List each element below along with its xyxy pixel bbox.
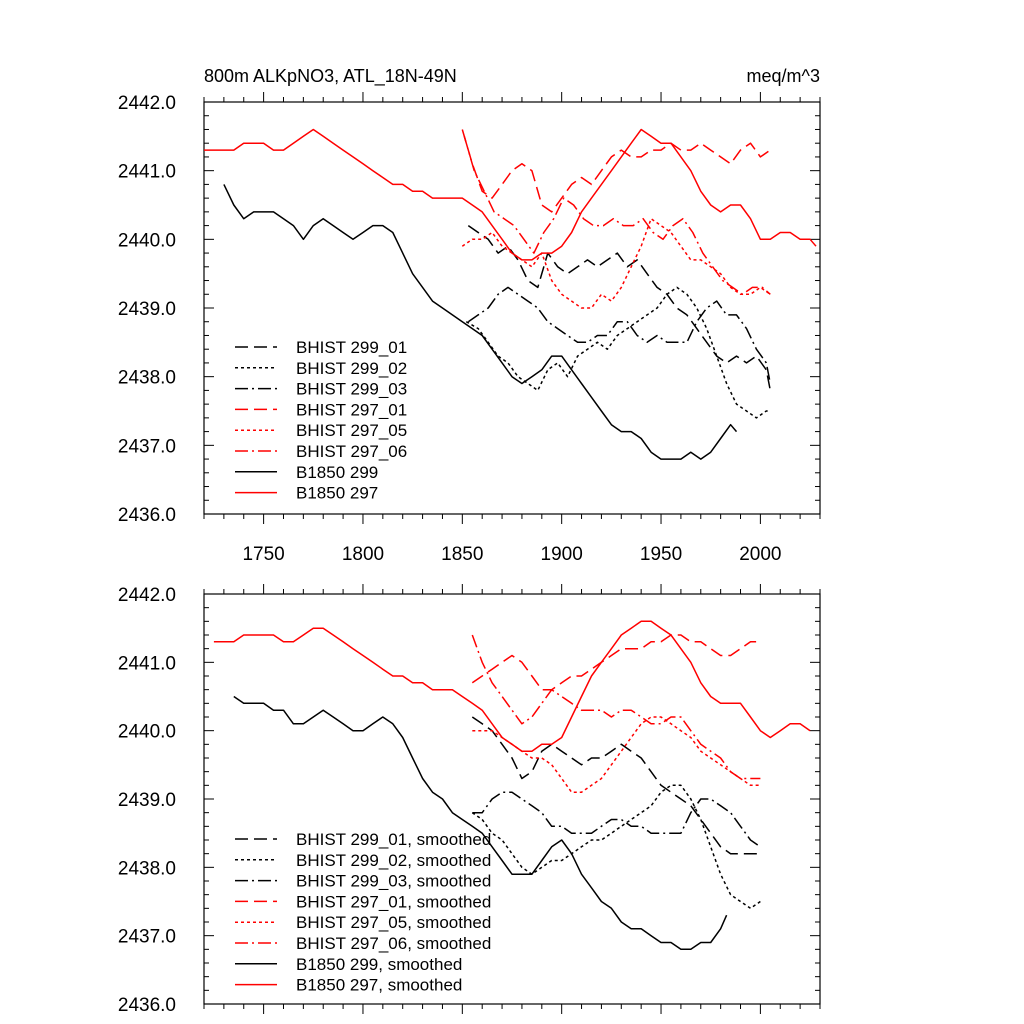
legend-label: B1850 297 bbox=[296, 484, 378, 503]
x-tick-label: 1900 bbox=[541, 544, 583, 565]
legend: BHIST 299_01, smoothed BHIST 299_02, smoo… bbox=[235, 830, 491, 995]
bottom-panel: 2436.0 2437.0 2438.0 2439.0 2440.0 2441.0 2442… bbox=[118, 584, 821, 1016]
top-panel: 800m ALKpNO3, ATL_18N-49N meq/m^3 2436.0… bbox=[118, 66, 821, 565]
x-tick-label: 1750 bbox=[242, 544, 284, 565]
y-tick-label: 2437.0 bbox=[118, 927, 176, 948]
series-line-bhist-297-01-smoothed bbox=[471, 634, 761, 691]
series-line-bhist-297-06-smoothed bbox=[471, 634, 761, 780]
series-line-bhist-299-02 bbox=[465, 286, 771, 419]
legend-label: BHIST 297_06, smoothed bbox=[296, 934, 491, 953]
legend-label: B1850 297, smoothed bbox=[296, 976, 462, 995]
series-line-bhist-297-06 bbox=[463, 136, 771, 296]
legend-label: BHIST 297_01, smoothed bbox=[296, 892, 491, 911]
legend-label: BHIST 299_02, smoothed bbox=[296, 851, 491, 870]
y-tick-label: 2440.0 bbox=[118, 722, 176, 743]
legend-label: BHIST 299_01 bbox=[296, 338, 407, 357]
series-line-bhist-299-03 bbox=[467, 286, 772, 384]
legend-label: BHIST 297_05, smoothed bbox=[296, 913, 491, 932]
y-tick-label: 2439.0 bbox=[118, 299, 176, 320]
y-tick-label: 2442.0 bbox=[118, 585, 176, 606]
series-line-bhist-297-01 bbox=[461, 129, 771, 213]
y-tick-label: 2441.0 bbox=[118, 162, 176, 183]
x-tick-label: 1800 bbox=[342, 544, 384, 565]
units-label: meq/m^3 bbox=[747, 66, 820, 86]
series-line-bhist-299-01 bbox=[467, 224, 772, 391]
legend-label: B1850 299, smoothed bbox=[296, 955, 462, 974]
legend-label: BHIST 297_05 bbox=[296, 421, 407, 440]
x-tick-label: 2000 bbox=[739, 544, 781, 565]
legend-label: B1850 299 bbox=[296, 463, 378, 482]
y-tick-label: 2440.0 bbox=[118, 230, 176, 251]
legend-label: BHIST 299_01, smoothed bbox=[296, 830, 491, 849]
series-line-b1850-299 bbox=[223, 184, 738, 460]
series-line-bhist-297-05-smoothed bbox=[472, 716, 761, 793]
series-line-b1850-297 bbox=[204, 128, 817, 261]
legend-label: BHIST 297_06 bbox=[296, 442, 407, 461]
y-tick-label: 2438.0 bbox=[118, 368, 176, 389]
y-tick-label: 2442.0 bbox=[118, 93, 176, 114]
legend-label: BHIST 299_02 bbox=[296, 359, 407, 378]
series-line-b1850-297-smoothed bbox=[213, 620, 811, 752]
series-line-bhist-299-03-smoothed bbox=[472, 791, 761, 848]
series-line-bhist-299-01-smoothed bbox=[471, 716, 761, 855]
legend-label: BHIST 299_03 bbox=[296, 380, 407, 399]
y-tick-label: 2436.0 bbox=[118, 995, 176, 1016]
legend-label: BHIST 299_03, smoothed bbox=[296, 872, 491, 891]
y-tick-label: 2436.0 bbox=[118, 505, 176, 526]
y-tick-label: 2438.0 bbox=[118, 858, 176, 879]
chart-title: 800m ALKpNO3, ATL_18N-49N bbox=[204, 66, 457, 87]
y-tick-label: 2437.0 bbox=[118, 436, 176, 457]
x-tick-label: 1950 bbox=[640, 544, 682, 565]
x-tick-label: 1850 bbox=[441, 544, 483, 565]
y-tick-label: 2441.0 bbox=[118, 653, 176, 674]
legend-label: BHIST 297_01 bbox=[296, 400, 407, 419]
series-line-bhist-297-05 bbox=[461, 217, 771, 309]
y-tick-label: 2439.0 bbox=[118, 790, 176, 811]
series-line-b1850-299-smoothed bbox=[233, 695, 728, 951]
